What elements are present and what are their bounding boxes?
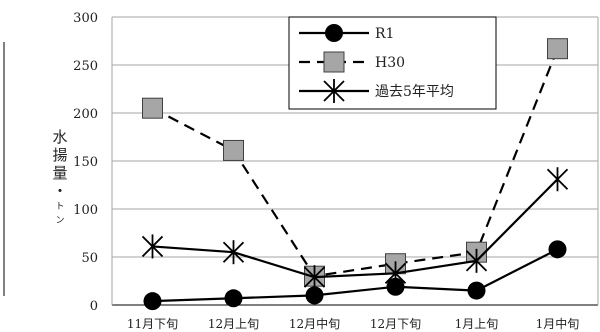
y-axis-label: 水 揚 量 ・ ト ン [50, 128, 70, 228]
data-point-circle [305, 286, 324, 305]
data-point-asterisk [546, 167, 569, 192]
y-tick-labels: 0 50 100 150 200 250 300 [73, 11, 98, 314]
y-tick-label: 100 [73, 203, 98, 218]
series-group [141, 38, 569, 311]
gridlines [111, 16, 599, 306]
data-point-square [142, 97, 163, 119]
data-point-asterisk [465, 248, 488, 273]
series-line [152, 248, 558, 303]
ylabel-char: 水 [52, 128, 68, 146]
x-tick-labels: 11月下旬 12月上旬 12月中旬 12月下旬 1月上旬 1月中旬 [127, 316, 579, 331]
legend: R1 H30 過去5年平均 [288, 16, 497, 110]
legend-label: R1 [375, 26, 394, 42]
data-point-circle [224, 289, 243, 308]
y-tick-label: 300 [73, 11, 98, 26]
legend-label: H30 [375, 55, 405, 71]
legend-label: 過去5年平均 [375, 84, 454, 100]
legend-item: H30 [299, 51, 405, 73]
data-point-asterisk [222, 240, 245, 265]
legend-item: 過去5年平均 [299, 79, 454, 103]
ylabel-char: ン [55, 216, 65, 226]
y-tick-label: 0 [90, 299, 98, 314]
x-tick-label: 12月中旬 [289, 316, 340, 331]
y-tick-label: 150 [73, 155, 98, 170]
x-tick-label: 1月中旬 [536, 316, 580, 331]
data-point-asterisk [141, 234, 164, 259]
ylabel-char: ト [55, 202, 65, 212]
y-tick-label: 50 [81, 251, 98, 266]
legend-item: R1 [299, 24, 394, 42]
x-tick-label: 12月上旬 [208, 317, 259, 331]
x-tick-label: 1月上旬 [455, 317, 499, 331]
series-line [151, 48, 559, 278]
ylabel-char: 揚 [52, 146, 68, 164]
y-tick-label: 250 [73, 59, 98, 74]
x-tick-label: 12月下旬 [370, 317, 421, 331]
ylabel-char: ・ [52, 182, 68, 200]
ylabel-char: 量 [52, 164, 68, 182]
series-circle [143, 240, 567, 311]
data-point-square [547, 38, 568, 60]
data-point-square [223, 139, 244, 161]
data-point-circle [325, 24, 343, 42]
series-asterisk [141, 167, 569, 290]
series-line [152, 178, 559, 279]
data-point-square [323, 51, 345, 73]
data-point-asterisk [323, 79, 345, 103]
y-tick-label: 200 [73, 107, 98, 122]
data-point-circle [386, 277, 405, 296]
data-point-circle [467, 281, 486, 300]
data-point-circle [548, 240, 567, 259]
x-tick-label: 11月下旬 [127, 317, 178, 331]
data-point-circle [143, 292, 162, 311]
data-point-asterisk [303, 265, 326, 290]
